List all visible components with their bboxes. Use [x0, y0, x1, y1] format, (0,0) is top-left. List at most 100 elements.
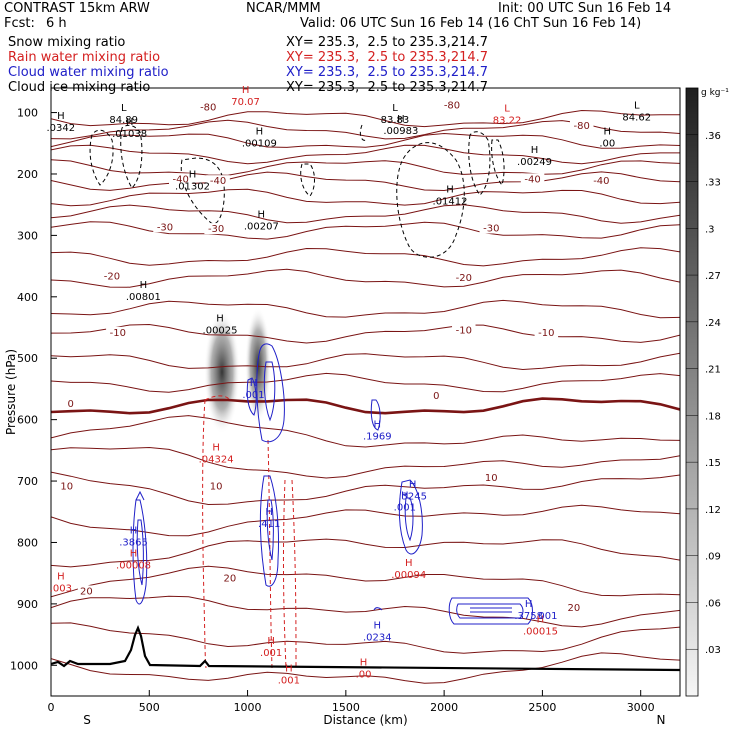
isotherm-line — [51, 471, 680, 506]
x-tick-label: 2500 — [528, 701, 556, 714]
isotherm-line — [51, 221, 680, 240]
extremum-value: .411 — [258, 519, 280, 530]
extremum-value: .00025 — [203, 326, 238, 337]
isotherm-label-bg — [565, 602, 583, 614]
field-xy-cloud-water: XY= 235.3, 2.5 to 235.3,214.7 — [286, 65, 489, 80]
forecast-value: 6 h — [46, 16, 67, 31]
cloud-water-contour — [470, 607, 512, 613]
field-xy-rain: XY= 235.3, 2.5 to 235.3,214.7 — [286, 50, 489, 65]
cloud-water-contour — [263, 361, 276, 422]
cloud-water-contour — [370, 399, 381, 431]
isotherm-label-bg — [589, 175, 614, 187]
colorbar-unit: g kg⁻¹ — [701, 88, 729, 98]
colorbar-tick-label: .21 — [705, 365, 721, 376]
cloud-water-contour — [246, 377, 257, 416]
isotherm-line — [51, 538, 680, 568]
isotherm-label-bg — [207, 480, 225, 492]
y-tick-label: 400 — [17, 291, 38, 304]
colorbar-tick-label: .03 — [705, 645, 721, 656]
colorbar-tick-label: .24 — [705, 318, 721, 329]
extremum-marker: H — [189, 169, 197, 180]
isotherm-line — [51, 415, 680, 448]
isotherm-label-bg — [452, 324, 476, 336]
isotherm-label-bg — [77, 585, 95, 597]
extremum-value: .00109 — [242, 138, 277, 149]
extremum-value: 84.62 — [622, 113, 651, 124]
x-tick-label: 3000 — [627, 701, 655, 714]
x-tick-label: 0 — [48, 701, 55, 714]
extremum-marker: H — [537, 615, 545, 626]
isotherm-label-bg — [221, 572, 239, 584]
y-tick-label: 200 — [17, 168, 38, 181]
extremum-value: .003 — [50, 584, 72, 595]
colorbar-tick-label: .27 — [705, 271, 721, 282]
extremum-marker: L — [392, 103, 398, 114]
cloud-water-contour — [266, 499, 274, 561]
extremum-marker: H — [140, 280, 148, 291]
isotherm-label: 0 — [433, 391, 439, 402]
isotherm-label: 20 — [224, 574, 237, 585]
extremum-value: 83.83 — [381, 115, 410, 126]
extremum-marker: H — [374, 621, 382, 632]
colorbar-tick-label: .18 — [705, 411, 721, 422]
cloud-ice-contour — [468, 131, 491, 196]
colorbar-tick-label: .36 — [705, 131, 721, 142]
extremum-value: .0234 — [363, 633, 392, 644]
isotherm-label-bg — [196, 101, 220, 113]
cloud-ice-contour — [491, 139, 505, 187]
isotherm-line — [51, 204, 680, 224]
isotherm-line — [51, 268, 680, 288]
extremum-value: .1969 — [363, 431, 392, 442]
extremum-value: .00249 — [517, 157, 552, 168]
extremum-marker: H — [446, 185, 454, 196]
extremum-value: .001 — [260, 648, 282, 659]
isotherm-line — [51, 247, 680, 267]
extremum-value: .00008 — [116, 560, 151, 571]
extremum-value: 83.22 — [493, 116, 522, 127]
extremum-value: .00015 — [523, 627, 558, 638]
field-name-rain: Rain water mixing ratio — [8, 50, 161, 65]
extremum-marker: H — [212, 443, 220, 454]
isotherm-line — [51, 323, 680, 344]
extremum-value: .3758 — [514, 611, 543, 622]
extremum-value: .001 — [394, 503, 416, 514]
cloud-water-contour — [259, 475, 280, 587]
extremum-marker: H — [405, 558, 413, 569]
y-tick-label: 1000 — [10, 659, 38, 672]
isotherm-label: 10 — [485, 473, 498, 484]
extremum-value: .001 — [242, 390, 264, 401]
cloud-water-contour — [398, 479, 423, 555]
isotherm-label-bg — [168, 173, 193, 185]
isotherm-label-bg — [65, 398, 76, 410]
extremum-marker: H — [242, 85, 250, 96]
extremum-value: .3865 — [119, 538, 148, 549]
extremum-value: .001 — [278, 676, 300, 687]
extremum-marker: H — [250, 378, 258, 389]
extremum-value: .00 — [356, 670, 372, 681]
isotherm-label: 0 — [67, 399, 73, 410]
extremum-value: 84.89 — [109, 115, 138, 126]
extremum-value: .04324 — [199, 455, 234, 466]
y-tick-label: 800 — [17, 536, 38, 549]
isotherm-label: -80 — [444, 101, 460, 112]
isotherm-label: 10 — [210, 481, 223, 492]
isotherm-label-bg — [482, 471, 500, 483]
isotherm-label-bg — [569, 119, 594, 131]
extremum-marker: H — [409, 479, 417, 490]
y-tick-label: 500 — [17, 352, 38, 365]
colorbar-tick-label: .09 — [705, 552, 721, 563]
x-axis-title: Distance (km) — [323, 713, 407, 727]
extremum-marker: H — [216, 314, 224, 325]
extremum-marker: H — [130, 548, 138, 559]
extremum-marker: L — [504, 104, 510, 115]
cloud-water-contour — [404, 497, 414, 542]
isotherm-label-bg — [520, 173, 545, 185]
snow-shade-area — [204, 310, 240, 434]
extremum-value: 70.07 — [231, 97, 260, 108]
isotherm-label: -20 — [104, 271, 120, 282]
isotherm-label: 20 — [567, 603, 580, 614]
y-tick-label: 600 — [17, 414, 38, 427]
freezing-level-isotherm — [51, 397, 680, 415]
isotherm-line — [51, 352, 680, 371]
init-time: Init: 00 UTC Sun 16 Feb 14 — [498, 1, 672, 16]
